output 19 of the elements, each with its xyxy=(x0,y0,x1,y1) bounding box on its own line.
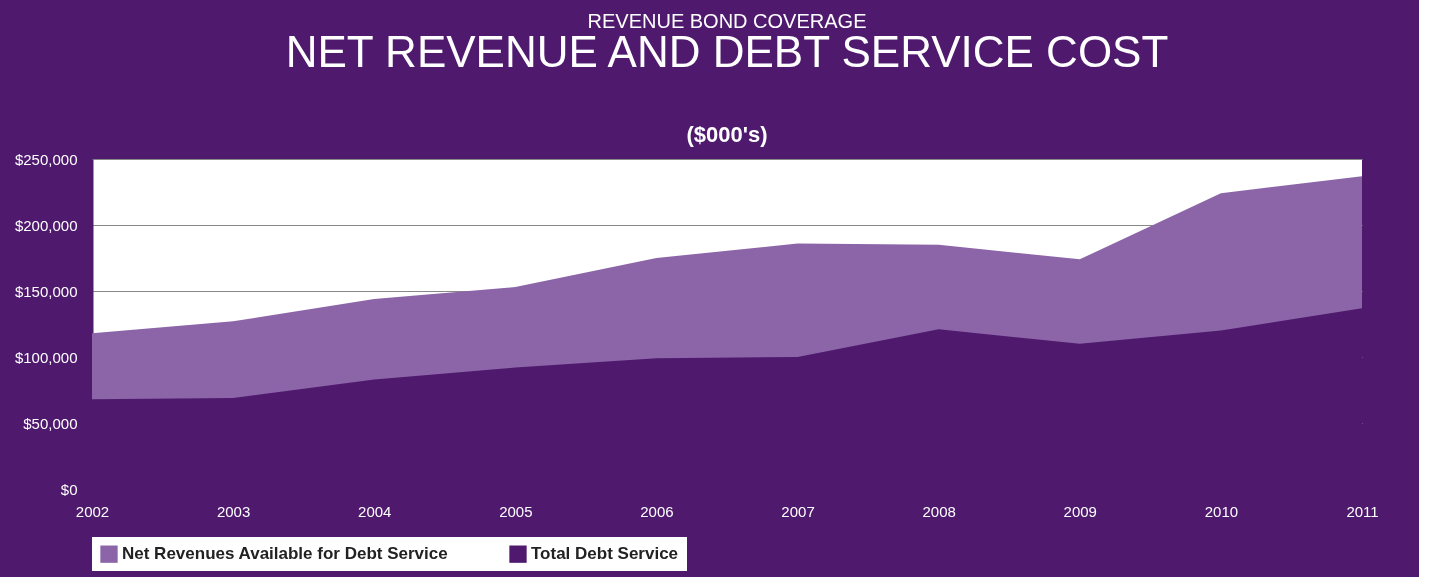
y-tick-label: $50,000 xyxy=(23,414,78,432)
x-tick-label: 2005 xyxy=(499,502,533,520)
legend-label: Net Revenues Available for Debt Service xyxy=(122,544,448,564)
x-tick-label: 2008 xyxy=(922,502,956,520)
y-tick-label: $100,000 xyxy=(14,348,78,366)
x-tick-label: 2002 xyxy=(75,502,110,520)
x-tick-label: 2003 xyxy=(216,502,251,520)
x-tick-label: 2007 xyxy=(781,502,815,520)
x-tick-label: 2004 xyxy=(358,502,392,520)
x-tick-label: 2006 xyxy=(640,502,674,520)
x-tick-label: 2011 xyxy=(1346,502,1379,520)
x-tick-label: 2009 xyxy=(1063,502,1097,520)
legend-label: Total Debt Service xyxy=(531,544,679,564)
y-tick-label: $250,000 xyxy=(14,150,78,168)
y-tick-label: $0 xyxy=(60,480,78,498)
text: ($000's) xyxy=(686,122,768,147)
x-tick-label: 2010 xyxy=(1204,502,1239,520)
y-tick-label: $150,000 xyxy=(14,282,78,300)
y-tick-label: $200,000 xyxy=(14,216,78,234)
